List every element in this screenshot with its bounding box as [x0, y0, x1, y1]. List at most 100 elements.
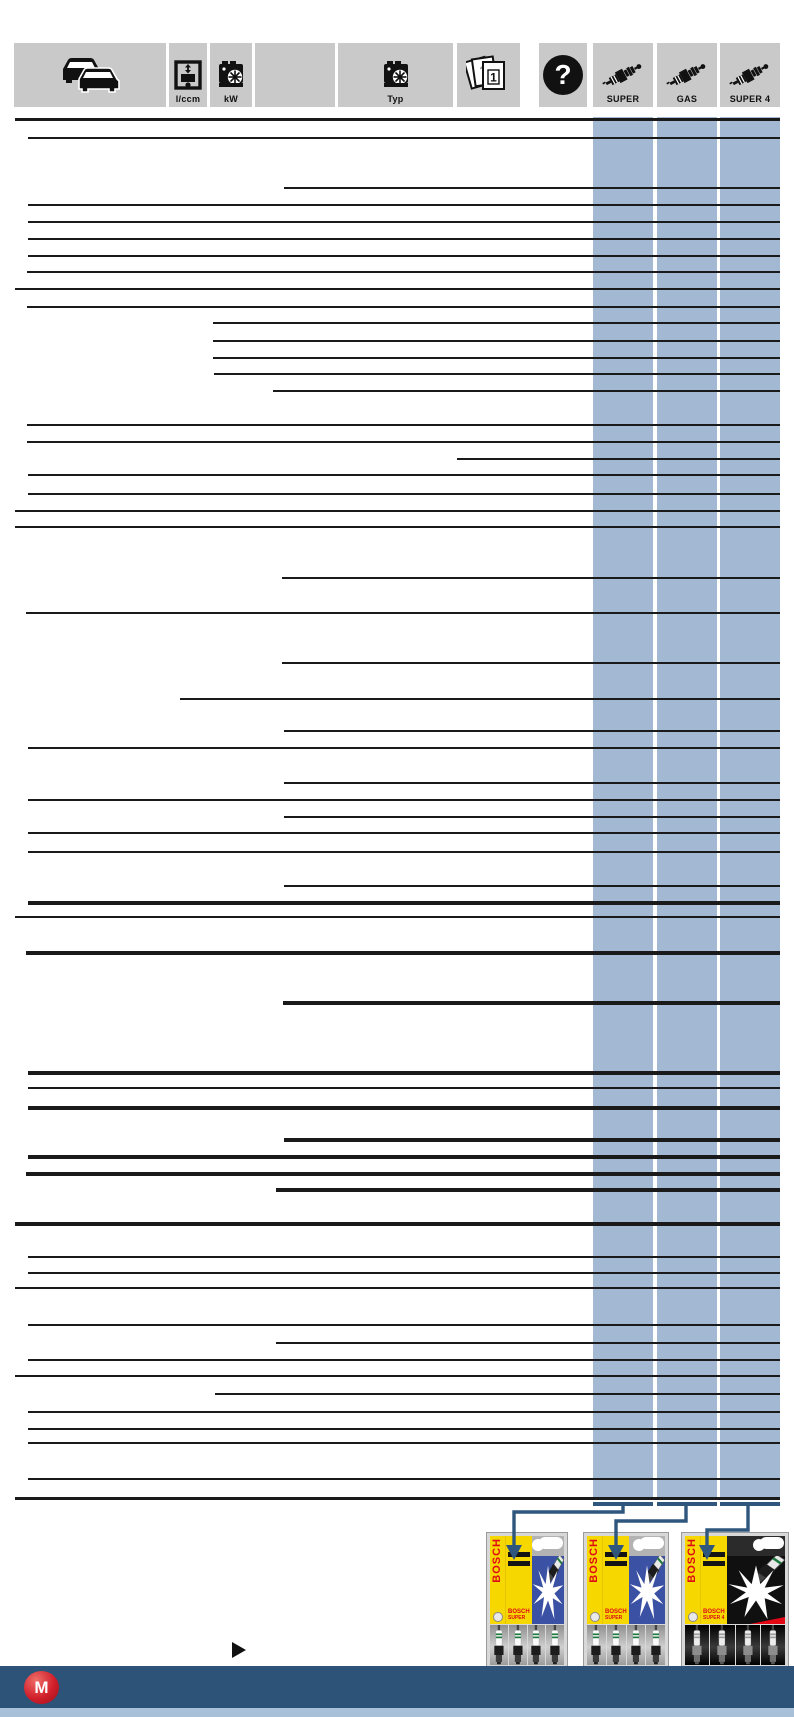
table-rule [284, 1138, 780, 1142]
table-rule [215, 1393, 780, 1395]
package-brand-column: BOSCH [685, 1536, 701, 1624]
plug-photo [494, 1625, 504, 1665]
highlight-column-3 [720, 117, 780, 1498]
package-artwork [532, 1536, 564, 1624]
header-label: l/ccm [175, 94, 201, 104]
logo-line-1: BOSCH [605, 1609, 627, 1616]
table-rule [28, 238, 780, 240]
header-label: Typ [387, 94, 404, 104]
sparkplug-photo [587, 1625, 606, 1665]
header-box-SUPER: SUPER [593, 43, 653, 107]
table-rule [276, 1188, 780, 1192]
table-rule [28, 1324, 780, 1326]
sparkplug-round-logo [687, 1612, 698, 1622]
package-plug-row [490, 1625, 564, 1665]
table-rule [26, 612, 780, 614]
header-box-GAS: GAS [657, 43, 717, 107]
table-rule [28, 1155, 780, 1159]
package-header-area [629, 1536, 665, 1556]
sparkplug-round-logo [589, 1612, 600, 1622]
package-product-logo: BOSCH SUPER 4 [703, 1609, 727, 1621]
table-rule [284, 187, 780, 189]
package-black-stripe [508, 1561, 530, 1566]
table-rule [214, 373, 780, 375]
sparkplug-photo [685, 1625, 710, 1665]
table-rule [282, 662, 780, 664]
package-brand-column: BOSCH [587, 1536, 603, 1624]
table-rule [15, 1287, 780, 1289]
sparkplug-photo [710, 1625, 735, 1665]
header-label: SUPER [606, 94, 640, 104]
plug-photo [513, 1625, 523, 1665]
table-rule [28, 1087, 780, 1089]
header-box-l/ccm: l/ccm [169, 43, 207, 107]
package-front: BOSCH BOSCH SUPER [490, 1536, 564, 1624]
plug-photo [631, 1625, 641, 1665]
package-stripe-column: BOSCH SUPER [603, 1536, 629, 1624]
sparkplug-icon [666, 64, 706, 86]
table-rule [284, 885, 780, 887]
table-header: l/ccm kW Typ ? [0, 43, 794, 107]
bosch-logo-vertical: BOSCH [491, 1538, 503, 1583]
table-rule [284, 730, 780, 732]
sparkplug-photo [646, 1625, 665, 1665]
table-rule [284, 782, 780, 784]
sparkplug-photo [490, 1625, 508, 1665]
starburst-panel [629, 1556, 665, 1624]
sparkplug-icon [729, 64, 769, 86]
header-box-blank [255, 43, 335, 107]
sparkplug-photo [546, 1625, 564, 1665]
header-label: GAS [676, 94, 698, 104]
table-rule [276, 1342, 780, 1344]
starburst-panel [532, 1556, 564, 1624]
table-rule [15, 510, 780, 512]
sparkplug-package-3: BOSCH BOSCH SUPER 4 [681, 1532, 789, 1668]
header-box-question-icon: ? [539, 43, 587, 107]
column-underline-2 [657, 1502, 717, 1506]
package-black-stripe [703, 1561, 725, 1566]
package-black-stripe [703, 1552, 725, 1557]
table-rule [284, 816, 780, 818]
package-artwork [727, 1536, 785, 1624]
svg-text:1: 1 [490, 71, 497, 85]
table-rule [28, 1428, 780, 1430]
table-rule [273, 390, 780, 392]
table-rule [28, 255, 780, 257]
table-rule [28, 1106, 780, 1110]
sparkplug-photo [735, 1625, 760, 1665]
play-arrow-icon [232, 1642, 246, 1658]
header-box-SUPER 4: SUPER 4 [720, 43, 780, 107]
sparkplug-photo [626, 1625, 646, 1665]
column-underline-3 [720, 1502, 780, 1506]
logo-line-2: SUPER 4 [703, 1614, 725, 1621]
plug-photo [591, 1625, 601, 1665]
table-rule [213, 340, 780, 342]
package-artwork [629, 1536, 665, 1624]
header-label: SUPER 4 [729, 94, 771, 104]
header-label: kW [223, 94, 239, 104]
highlight-column-1 [593, 117, 653, 1498]
cloud-graphic [633, 1537, 664, 1551]
highlight-column-2 [657, 117, 717, 1498]
table-rule [457, 458, 780, 460]
table-rule [28, 474, 780, 476]
plug-photo [550, 1625, 560, 1665]
table-rule [15, 118, 780, 121]
table-rule [213, 322, 780, 324]
table-rule [28, 1359, 780, 1361]
svg-text:?: ? [554, 59, 571, 90]
table-rule [28, 1442, 780, 1444]
table-rule [28, 204, 780, 206]
logo-line-1: BOSCH [703, 1609, 725, 1616]
header-box-kW: kW [210, 43, 252, 107]
sparkplug-photo [527, 1625, 546, 1665]
package-header-area [727, 1536, 785, 1556]
table-rule [282, 577, 780, 579]
table-rule [28, 1256, 780, 1258]
table-rule [28, 747, 780, 749]
table-rule [27, 306, 780, 308]
plug-photo [743, 1625, 753, 1665]
package-plug-row [685, 1625, 785, 1665]
engine-icon [383, 61, 408, 87]
table-rule [28, 493, 780, 495]
